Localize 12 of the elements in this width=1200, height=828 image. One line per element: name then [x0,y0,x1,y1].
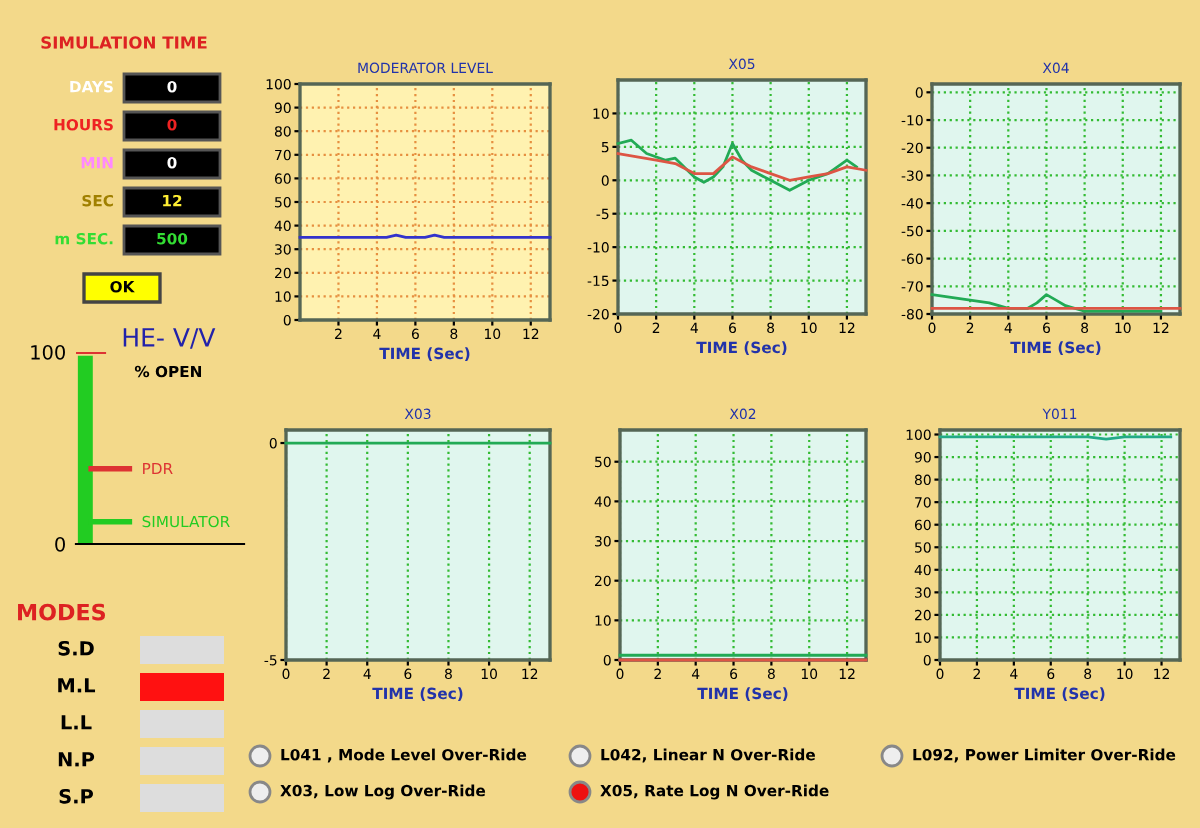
y-tick-label: 100 [31,344,65,360]
line-series [616,152,868,182]
text: N.P [58,752,95,767]
text: M.L [58,678,96,693]
text: S.D [58,640,94,656]
line-series [616,138,858,192]
line-series [930,293,1163,313]
text: S.P [59,788,94,804]
text: L.L [61,715,92,730]
text: SIMULATION TIME [41,36,207,49]
text: MODES [18,603,106,621]
chart-title: HE- V/V [123,328,216,349]
